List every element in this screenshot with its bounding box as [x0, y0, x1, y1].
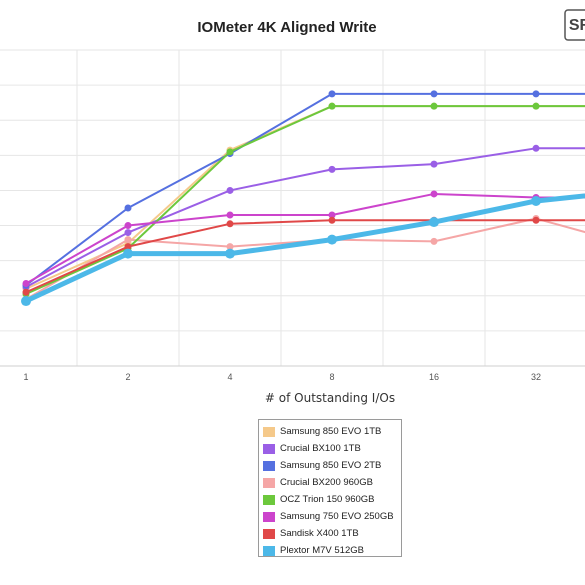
data-point: [225, 248, 235, 259]
legend-item: Samsung 750 EVO 250GB: [263, 508, 401, 525]
data-point: [22, 288, 30, 296]
x-axis-ticks: 1248163264: [23, 372, 541, 382]
legend-swatch: [263, 426, 275, 437]
legend-item: Plextor M7V 512GB: [263, 542, 401, 559]
legend-item: OCZ Trion 150 960GB: [263, 491, 401, 508]
data-point: [226, 148, 234, 156]
legend-label: Sandisk X400 1TB: [280, 528, 359, 539]
legend-label: Crucial BX200 960GB: [280, 477, 373, 488]
data-point: [124, 236, 132, 244]
data-point: [124, 204, 132, 212]
legend-swatch: [263, 545, 275, 556]
legend-swatch: [263, 494, 275, 505]
series-line: [24, 193, 585, 304]
legend-swatch: [263, 460, 275, 471]
data-point: [531, 195, 541, 206]
legend-label: Samsung 850 EVO 2TB: [280, 460, 382, 471]
legend-swatch: [263, 477, 275, 488]
data-point: [226, 186, 234, 194]
data-point: [532, 144, 540, 152]
data-point: [430, 90, 438, 98]
legend-item: Samsung 850 EVO 1TB: [263, 423, 401, 440]
x-tick-label: 16: [429, 372, 439, 382]
data-point: [532, 90, 540, 98]
data-point: [430, 237, 438, 245]
data-point: [327, 234, 337, 245]
series-1: [22, 144, 585, 291]
data-point: [430, 102, 438, 110]
chart-title: IOMeter 4K Aligned Write: [197, 19, 376, 36]
data-point: [124, 229, 132, 237]
legend-label: OCZ Trion 150 960GB: [280, 494, 375, 505]
legend-item: Crucial BX100 1TB: [263, 440, 401, 457]
series-5: [22, 190, 585, 287]
data-point: [328, 211, 336, 219]
x-tick-label: 4: [227, 372, 232, 382]
legend: Samsung 850 EVO 1TB Crucial BX100 1TB Sams…: [258, 419, 402, 557]
data-point: [124, 243, 132, 251]
data-point: [532, 102, 540, 110]
x-axis-title: # of Outstanding I/Os: [265, 391, 395, 405]
data-point: [226, 211, 234, 219]
series-line: [25, 217, 585, 301]
data-point: [328, 90, 336, 98]
legend-item: Sandisk X400 1TB: [263, 525, 401, 542]
data-point: [532, 216, 540, 224]
data-point: [328, 102, 336, 110]
series-line: [25, 147, 585, 288]
legend-label: Plextor M7V 512GB: [280, 545, 364, 556]
data-point: [328, 165, 336, 173]
data-point: [328, 216, 336, 224]
svg-text:SR: SR: [569, 17, 585, 34]
storagereview-logo-icon: SR: [563, 8, 585, 42]
data-point: [430, 190, 438, 198]
legend-label: Samsung 850 EVO 1TB: [280, 426, 382, 437]
legend-swatch: [263, 443, 275, 454]
legend-swatch: [263, 528, 275, 539]
data-point: [22, 279, 30, 287]
legend-swatch: [263, 511, 275, 522]
data-point: [430, 160, 438, 168]
legend-label: Crucial BX100 1TB: [280, 443, 361, 454]
series-6: [22, 216, 585, 296]
data-point: [123, 248, 133, 259]
data-point: [226, 243, 234, 251]
legend-item: Crucial BX200 960GB: [263, 474, 401, 491]
grid: [0, 49, 585, 367]
series-layer: [21, 90, 585, 307]
x-tick-label: 32: [531, 372, 541, 382]
series-line: [25, 105, 585, 295]
data-point: [429, 217, 439, 228]
legend-item: Samsung 850 EVO 2TB: [263, 457, 401, 474]
series-7: [21, 193, 585, 307]
data-point: [124, 222, 132, 230]
x-tick-label: 8: [329, 372, 334, 382]
data-point: [226, 220, 234, 228]
series-2: [22, 90, 585, 289]
data-point: [21, 296, 31, 307]
legend-label: Samsung 750 EVO 250GB: [280, 511, 394, 522]
series-4: [22, 102, 585, 298]
x-tick-label: 2: [125, 372, 130, 382]
x-tick-label: 1: [23, 372, 28, 382]
